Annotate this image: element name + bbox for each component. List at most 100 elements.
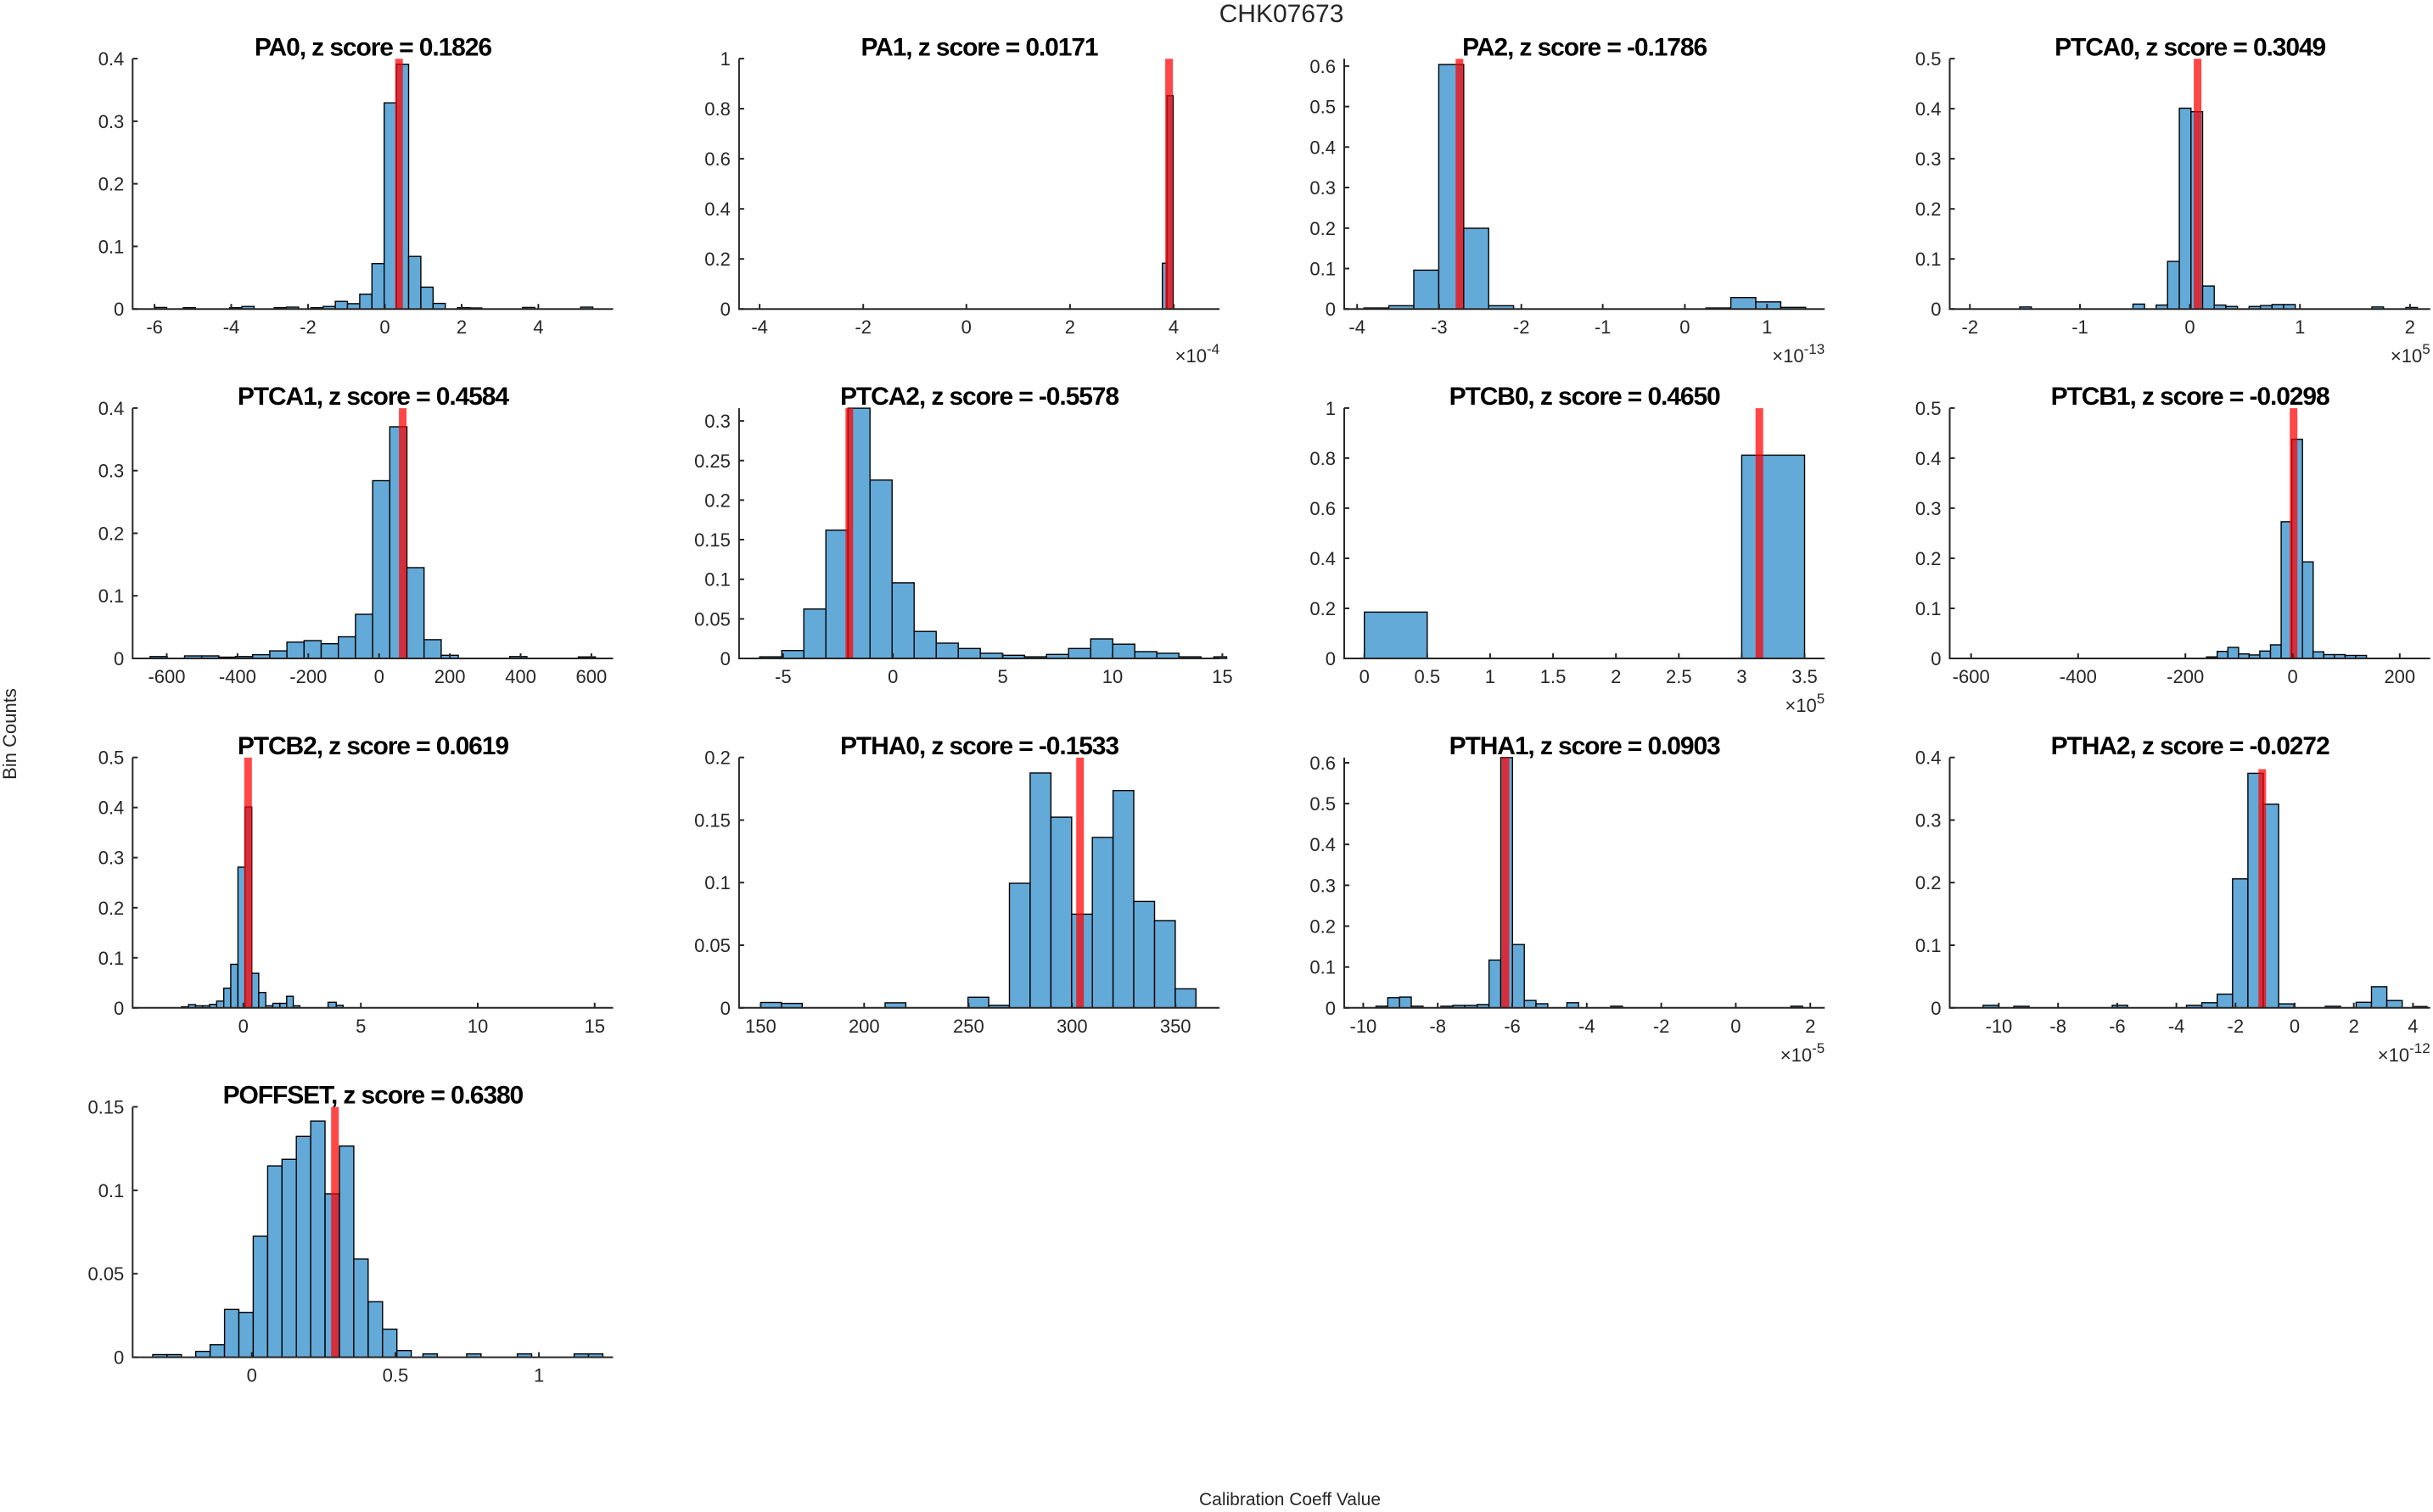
- svg-text:Bin Counts: Bin Counts: [0, 688, 20, 780]
- svg-text:10: 10: [1102, 666, 1123, 687]
- svg-text:0: 0: [114, 299, 124, 320]
- svg-text:0.15: 0.15: [87, 1097, 124, 1118]
- svg-text:1: 1: [1326, 398, 1336, 419]
- svg-text:5: 5: [356, 1016, 366, 1037]
- svg-text:0.4: 0.4: [98, 48, 125, 70]
- svg-text:150: 150: [745, 1016, 776, 1037]
- svg-text:0.1: 0.1: [704, 872, 731, 893]
- svg-text:-200: -200: [289, 666, 327, 687]
- svg-text:0.4: 0.4: [1915, 98, 1942, 120]
- svg-text:-6: -6: [2109, 1016, 2126, 1037]
- svg-text:3.5: 3.5: [1791, 666, 1818, 687]
- svg-text:0.5: 0.5: [1309, 97, 1336, 118]
- svg-text:0.1: 0.1: [1915, 935, 1942, 956]
- svg-text:-10: -10: [1350, 1016, 1377, 1037]
- svg-text:-10: -10: [1986, 1016, 2013, 1037]
- svg-text:0.3: 0.3: [1915, 148, 1942, 170]
- svg-text:0.4: 0.4: [1309, 834, 1336, 855]
- svg-text:0.4: 0.4: [98, 398, 125, 419]
- svg-text:0.1: 0.1: [1915, 249, 1942, 270]
- svg-text:4: 4: [533, 316, 543, 338]
- svg-text:0: 0: [379, 316, 390, 338]
- svg-text:0.1: 0.1: [1309, 957, 1336, 978]
- svg-text:-6: -6: [146, 316, 163, 338]
- svg-text:0.3: 0.3: [1309, 875, 1336, 896]
- svg-text:400: 400: [505, 666, 536, 687]
- svg-text:0: 0: [1359, 666, 1370, 687]
- svg-text:0.3: 0.3: [98, 461, 125, 482]
- svg-text:0: 0: [720, 998, 731, 1019]
- svg-text:PTCA2, z score = -0.5578: PTCA2, z score = -0.5578: [840, 383, 1118, 411]
- svg-text:1: 1: [534, 1365, 544, 1386]
- svg-text:0.3: 0.3: [98, 848, 125, 869]
- svg-text:0: 0: [1326, 648, 1336, 669]
- svg-text:15: 15: [584, 1016, 604, 1037]
- svg-text:0: 0: [374, 666, 384, 687]
- svg-text:PA2, z score = -0.1786: PA2, z score = -0.1786: [1462, 33, 1707, 61]
- svg-text:0.5: 0.5: [383, 1365, 409, 1386]
- svg-text:PTHA2, z score = -0.0272: PTHA2, z score = -0.0272: [2051, 732, 2329, 760]
- svg-text:0.2: 0.2: [704, 490, 731, 511]
- svg-text:0: 0: [1679, 316, 1690, 338]
- svg-text:-4: -4: [751, 316, 768, 338]
- svg-text:0.1: 0.1: [98, 585, 125, 607]
- svg-text:0: 0: [1730, 1016, 1741, 1037]
- svg-text:0.2: 0.2: [704, 249, 731, 270]
- svg-text:0.2: 0.2: [1309, 916, 1336, 938]
- svg-text:0.1: 0.1: [98, 1180, 125, 1201]
- svg-text:-3: -3: [1431, 316, 1448, 338]
- svg-text:0.6: 0.6: [704, 148, 731, 170]
- svg-text:0.2: 0.2: [1309, 218, 1336, 239]
- svg-text:0.05: 0.05: [694, 608, 731, 630]
- svg-text:0.4: 0.4: [1915, 748, 1942, 769]
- svg-text:4: 4: [2408, 1016, 2418, 1037]
- svg-text:2: 2: [1805, 1016, 1815, 1037]
- svg-text:0.3: 0.3: [1309, 177, 1336, 199]
- svg-text:1: 1: [1485, 666, 1495, 687]
- svg-text:-600: -600: [148, 666, 185, 687]
- svg-text:-2: -2: [1653, 1016, 1670, 1037]
- svg-text:0.1: 0.1: [704, 569, 731, 591]
- svg-text:0.05: 0.05: [87, 1263, 124, 1285]
- svg-text:0.5: 0.5: [1415, 666, 1441, 687]
- svg-text:0: 0: [720, 299, 731, 320]
- svg-text:2: 2: [1611, 666, 1621, 687]
- svg-text:-2: -2: [1962, 316, 1979, 338]
- svg-text:200: 200: [434, 666, 466, 687]
- svg-text:0: 0: [114, 1347, 124, 1369]
- svg-text:0.6: 0.6: [1309, 753, 1336, 774]
- svg-text:CHK07673: CHK07673: [1219, 0, 1344, 28]
- svg-text:600: 600: [576, 666, 608, 687]
- svg-text:-8: -8: [1429, 1016, 1446, 1037]
- svg-text:0.1: 0.1: [98, 948, 125, 969]
- svg-text:PTCB2, z score = 0.0619: PTCB2, z score = 0.0619: [238, 732, 508, 760]
- svg-text:-4: -4: [223, 316, 240, 338]
- svg-text:1: 1: [1762, 316, 1772, 338]
- svg-text:0.4: 0.4: [1309, 137, 1336, 158]
- svg-text:0.4: 0.4: [1915, 448, 1942, 469]
- svg-text:PTCB1, z score = -0.0298: PTCB1, z score = -0.0298: [2051, 383, 2329, 411]
- svg-text:300: 300: [1057, 1016, 1088, 1037]
- svg-text:0.05: 0.05: [694, 935, 731, 956]
- svg-text:0.1: 0.1: [1915, 598, 1942, 619]
- svg-text:1: 1: [720, 48, 731, 70]
- svg-text:0.2: 0.2: [1915, 872, 1942, 893]
- svg-text:1: 1: [2295, 316, 2305, 338]
- svg-text:0.5: 0.5: [98, 748, 125, 769]
- svg-text:1.5: 1.5: [1540, 666, 1567, 687]
- svg-text:200: 200: [2384, 666, 2415, 687]
- svg-text:2: 2: [457, 316, 467, 338]
- svg-text:×10-13: ×10-13: [1772, 341, 1825, 367]
- svg-text:-400: -400: [219, 666, 256, 687]
- svg-text:-1: -1: [2071, 316, 2088, 338]
- svg-text:0.4: 0.4: [704, 199, 731, 220]
- svg-text:250: 250: [953, 1016, 984, 1037]
- svg-text:PTHA0, z score = -0.1533: PTHA0, z score = -0.1533: [840, 732, 1118, 760]
- svg-text:0.3: 0.3: [1915, 810, 1942, 832]
- svg-text:0.2: 0.2: [98, 898, 125, 919]
- svg-text:0.5: 0.5: [1309, 793, 1336, 815]
- svg-text:2.5: 2.5: [1666, 666, 1692, 687]
- svg-text:-2: -2: [2228, 1016, 2245, 1037]
- svg-text:0.6: 0.6: [1309, 56, 1336, 77]
- svg-text:-8: -8: [2049, 1016, 2066, 1037]
